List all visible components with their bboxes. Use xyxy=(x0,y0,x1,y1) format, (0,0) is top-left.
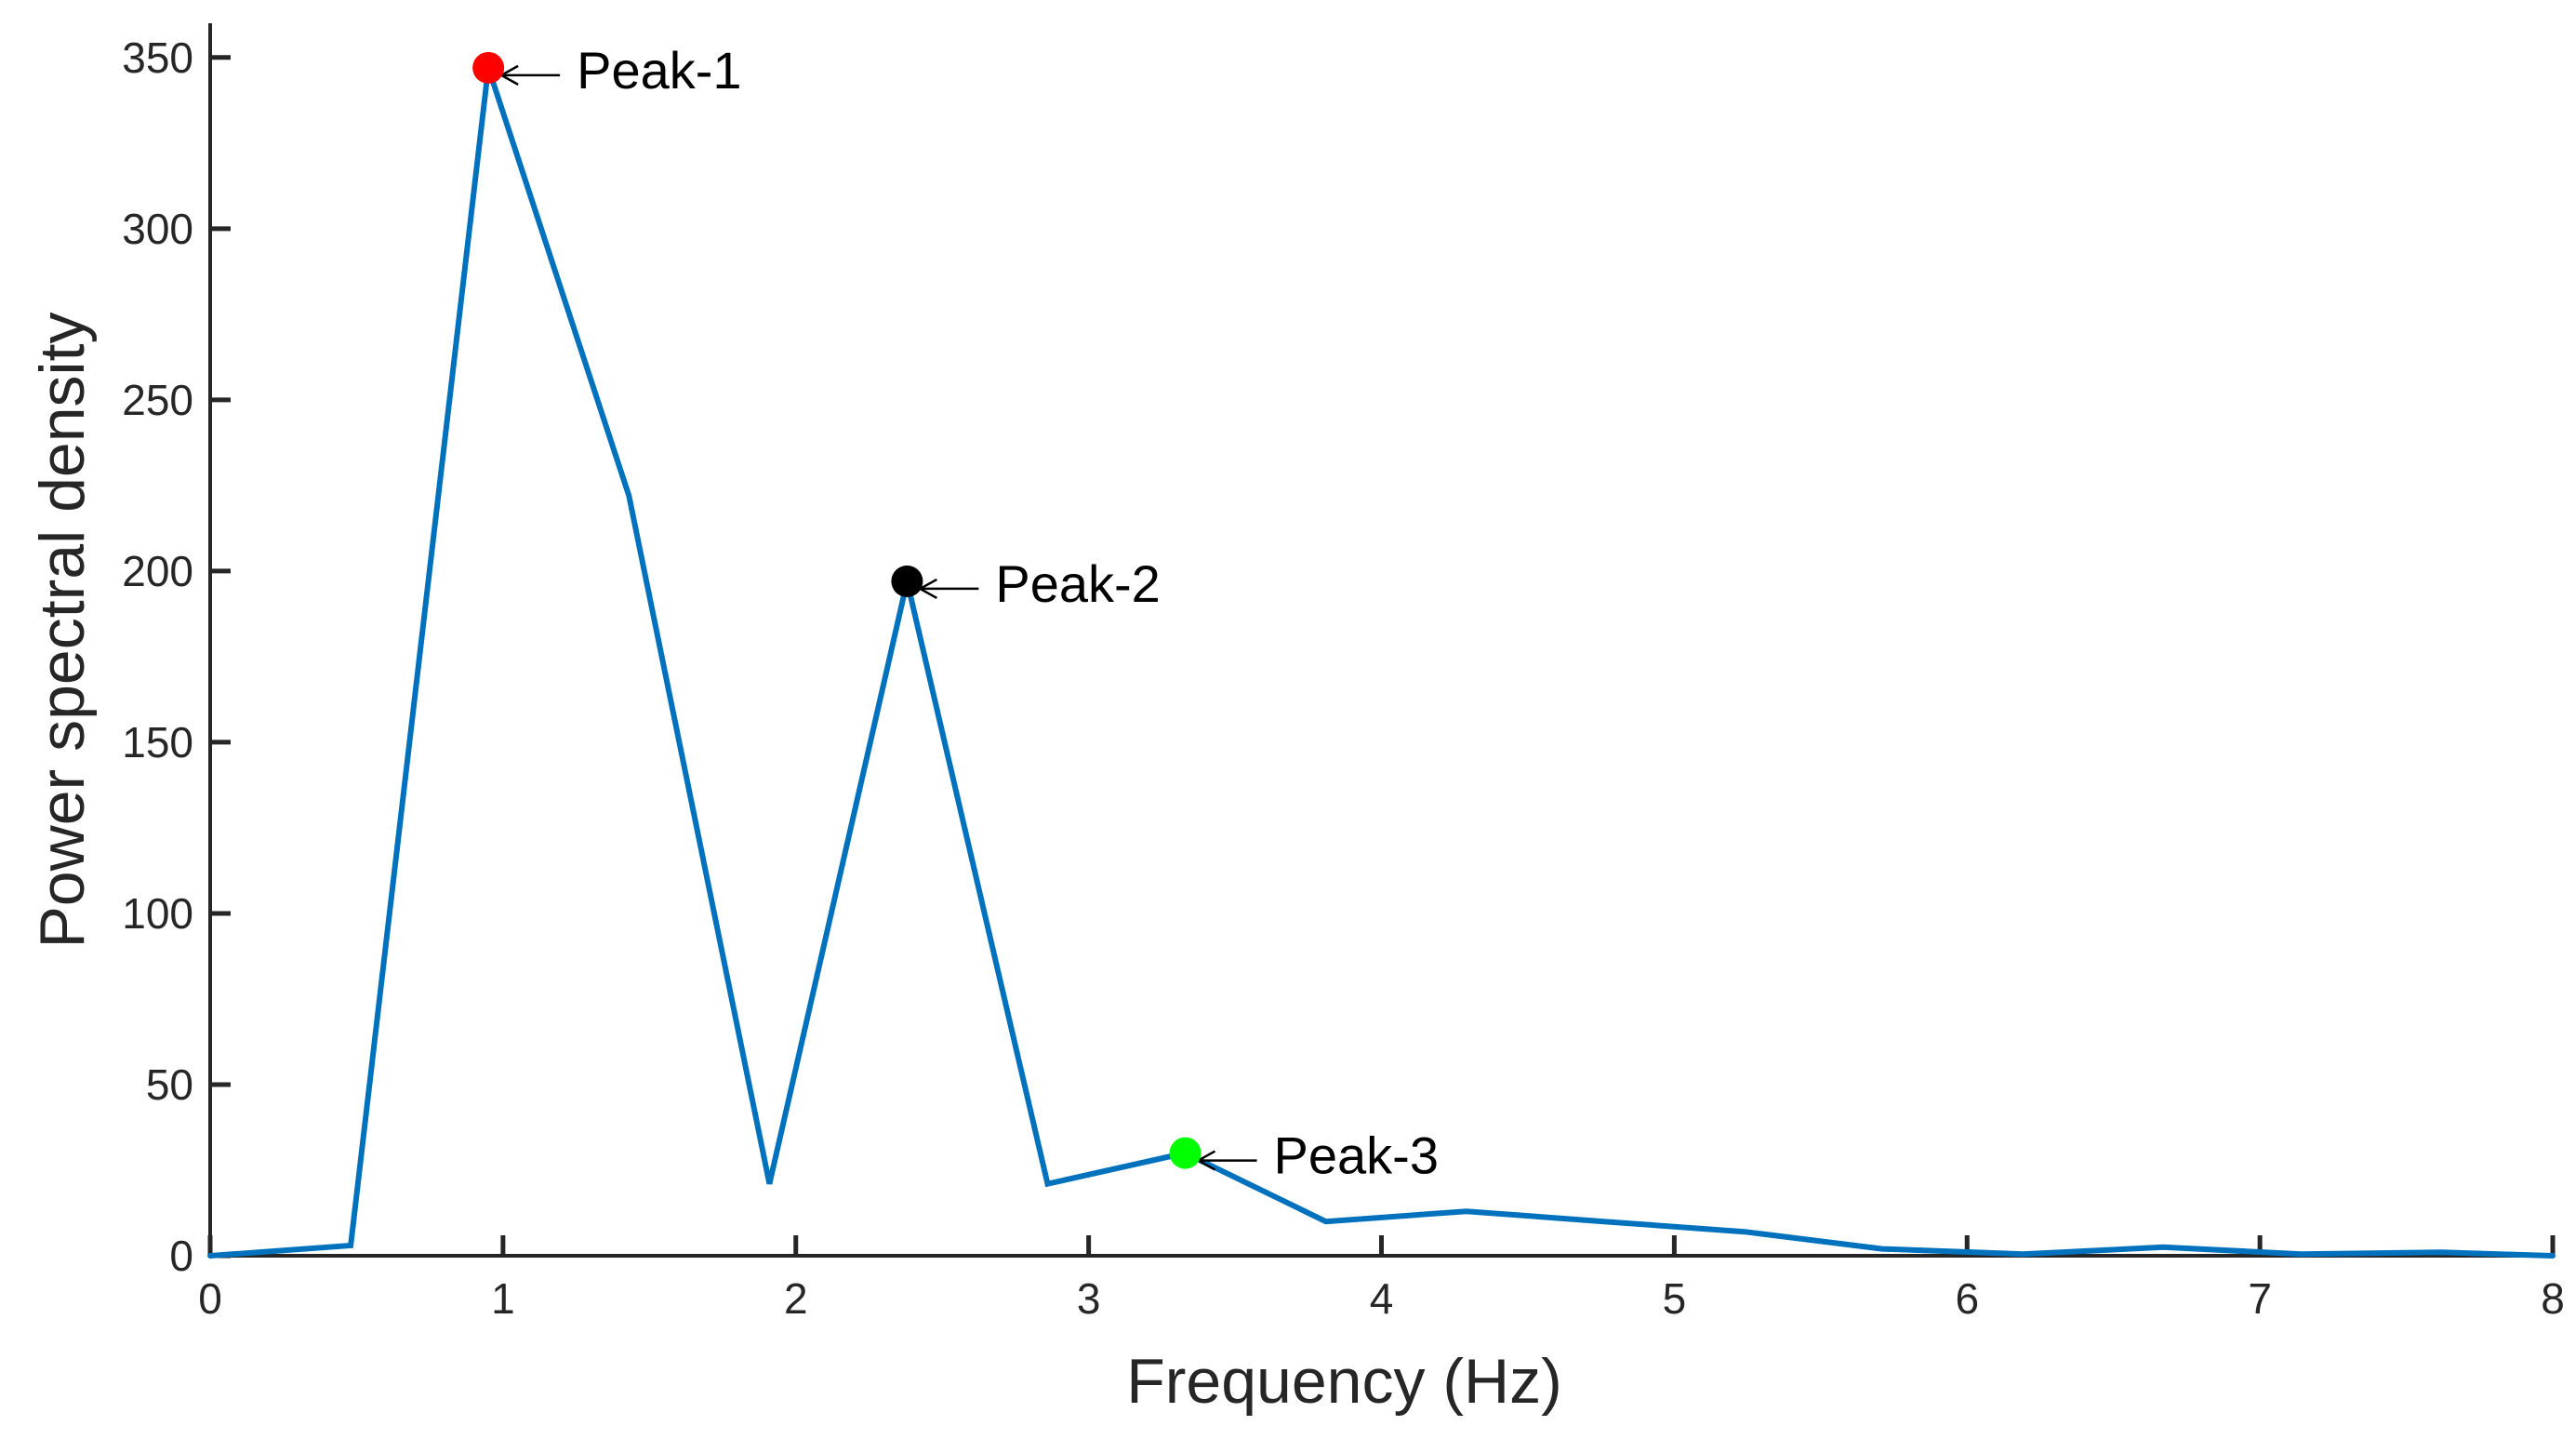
x-tick-label: 4 xyxy=(1370,1274,1394,1323)
peak-2-marker xyxy=(891,565,923,597)
x-axis-label: Frequency (Hz) xyxy=(1126,1346,1562,1417)
x-tick-label: 6 xyxy=(1955,1274,1979,1323)
x-tick-label: 1 xyxy=(491,1274,515,1323)
peak-2-label: Peak-2 xyxy=(995,554,1160,613)
peak-3-label: Peak-3 xyxy=(1274,1126,1439,1185)
y-tick-label: 300 xyxy=(122,205,193,253)
x-tick-label: 5 xyxy=(1663,1274,1687,1323)
y-tick-label: 50 xyxy=(146,1060,193,1109)
x-tick-label: 2 xyxy=(784,1274,808,1323)
y-axis-label: Power spectral density xyxy=(27,312,98,948)
x-tick-label: 7 xyxy=(2248,1274,2272,1323)
y-tick-label: 200 xyxy=(122,547,193,595)
peak-1-label: Peak-1 xyxy=(577,41,741,100)
psd-series-line xyxy=(207,66,2556,1259)
axes: 0 1 2 3 4 5 6 7 8 0 50 100 150 200 250 300 350 xyxy=(122,23,2565,1323)
x-tick-label: 8 xyxy=(2541,1274,2565,1323)
y-tick-label: 0 xyxy=(169,1232,193,1280)
x-tick-label: 3 xyxy=(1077,1274,1101,1323)
series-layer xyxy=(207,66,2556,1259)
y-tick-label: 150 xyxy=(122,718,193,766)
y-tick-label: 250 xyxy=(122,376,193,424)
peak-1-marker xyxy=(472,51,505,84)
peak-3-marker xyxy=(1169,1137,1202,1169)
x-tick-label: 0 xyxy=(198,1274,222,1323)
annotations-layer: Peak-1 Peak-2 Peak-3 xyxy=(472,41,1439,1185)
y-tick-label: 100 xyxy=(122,889,193,938)
y-tick-label: 350 xyxy=(122,33,193,82)
